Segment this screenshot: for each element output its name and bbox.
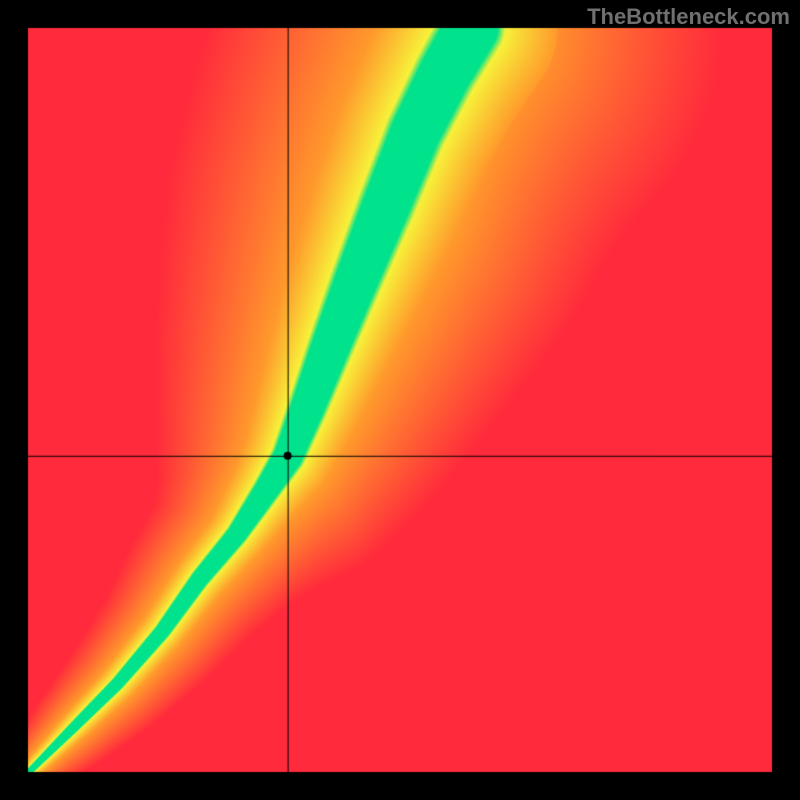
chart-container: TheBottleneck.com	[0, 0, 800, 800]
watermark-text: TheBottleneck.com	[587, 4, 790, 30]
heatmap-canvas	[0, 0, 800, 800]
